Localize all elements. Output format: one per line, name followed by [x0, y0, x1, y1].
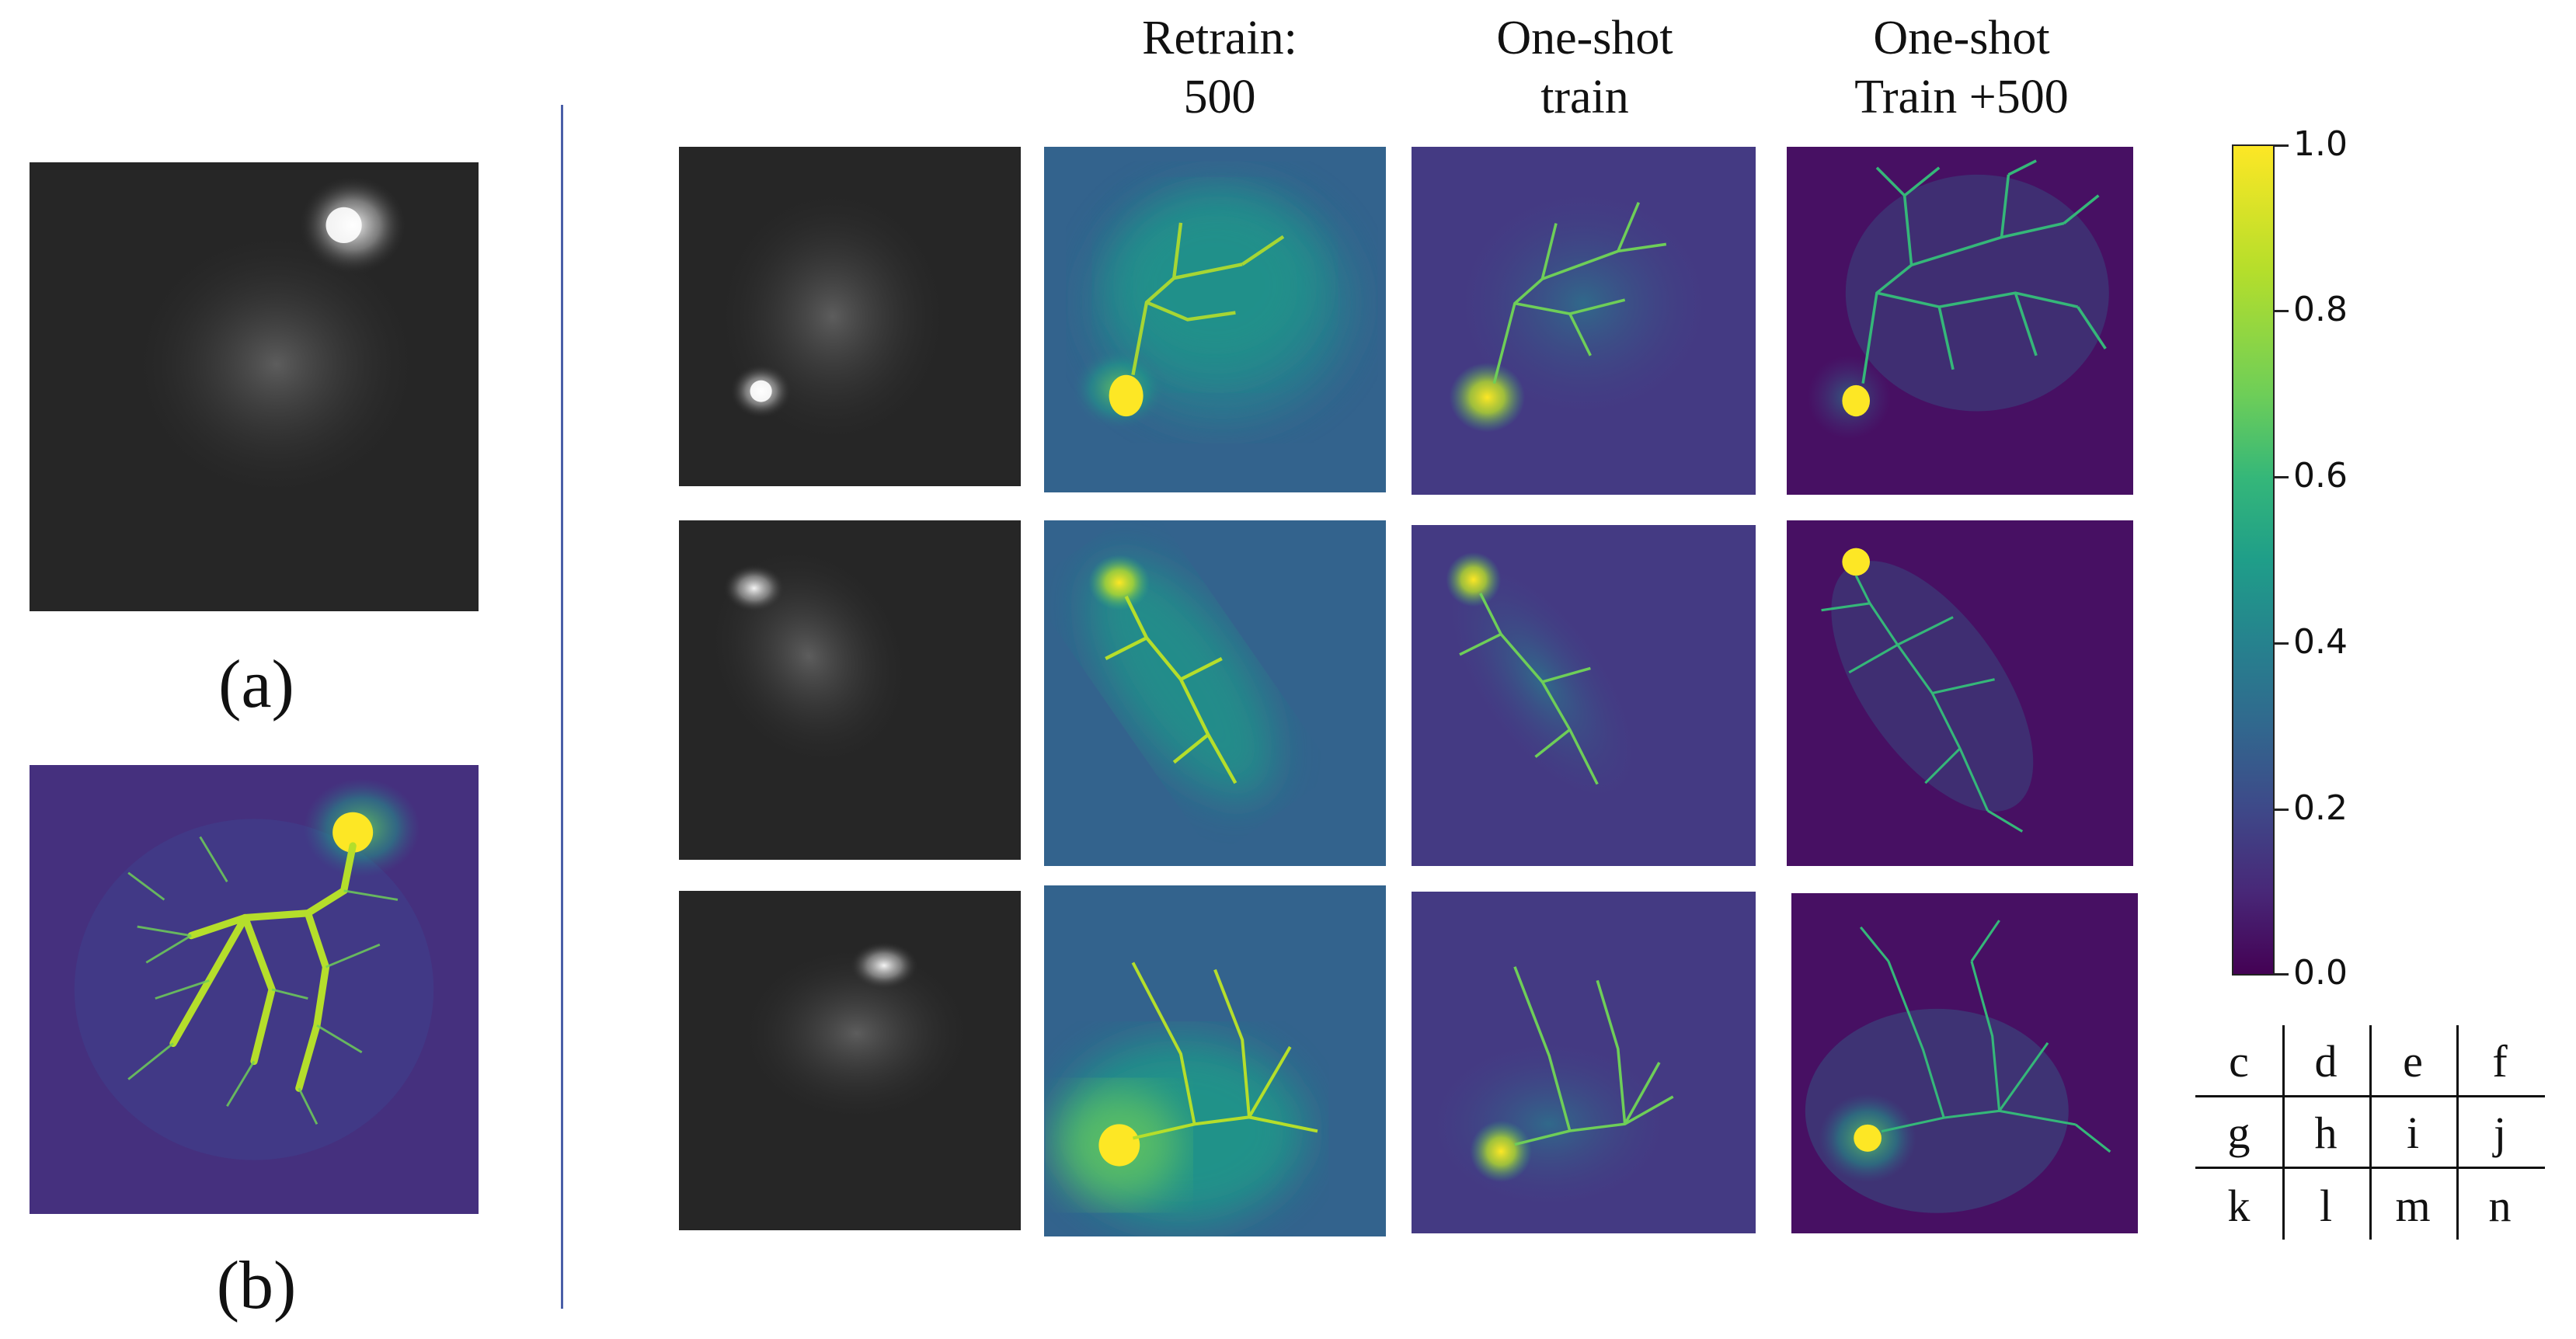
- colorbar-tick-label: 0.4: [2293, 622, 2348, 662]
- panel-legend-grid: c d e f g h i j k l m n: [2195, 1025, 2545, 1240]
- colorbar-tick: [2275, 642, 2289, 645]
- grid-cell: e: [2403, 1036, 2423, 1087]
- colorbar-tick-label: 0.8: [2293, 290, 2348, 329]
- label-b: (b): [216, 1248, 297, 1323]
- grid-vline: [2369, 1025, 2372, 1240]
- panel-f-one-shot-500: [1787, 147, 2133, 495]
- panel-g-speckle: [679, 520, 1021, 860]
- colorbar-tick: [2275, 973, 2289, 976]
- panel-j-one-shot-500: [1787, 520, 2133, 866]
- panel-i-one-shot: [1412, 525, 1756, 866]
- column-header-one-shot-500: One-shot Train +500: [1854, 12, 2069, 123]
- grid-cell: k: [2227, 1181, 2251, 1231]
- panel-l-retrain: [1044, 885, 1386, 1236]
- colorbar-tick: [2275, 144, 2289, 147]
- panel-m-one-shot: [1412, 892, 1756, 1233]
- label-a: (a): [218, 647, 294, 722]
- column-header-one-shot: One-shot train: [1496, 12, 1673, 123]
- colorbar-tick-label: 0.0: [2293, 953, 2348, 993]
- grid-cell: h: [2314, 1108, 2338, 1158]
- panel-a-speckle: [30, 162, 479, 611]
- column-header-retrain: Retrain: 500: [1142, 12, 1297, 123]
- colorbar: [2232, 144, 2275, 976]
- panel-e-one-shot: [1412, 147, 1756, 495]
- colorbar-tick-label: 1.0: [2293, 124, 2348, 164]
- grid-vline: [2282, 1025, 2285, 1240]
- grid-cell: m: [2395, 1181, 2431, 1231]
- colorbar-tick-label: 0.2: [2293, 788, 2348, 828]
- grid-cell: n: [2488, 1181, 2512, 1231]
- colorbar-tick: [2275, 310, 2289, 312]
- grid-cell: j: [2493, 1108, 2507, 1158]
- panel-h-retrain: [1044, 520, 1386, 866]
- panel-b-neuron: [30, 765, 479, 1214]
- colorbar-tick: [2275, 476, 2289, 478]
- section-divider: [561, 105, 563, 1309]
- panel-k-speckle: [679, 891, 1021, 1230]
- grid-cell: d: [2314, 1036, 2338, 1087]
- panel-c-speckle: [679, 147, 1021, 486]
- colorbar-tick-label: 0.6: [2293, 456, 2348, 496]
- grid-vline: [2456, 1025, 2459, 1240]
- panel-d-retrain: [1044, 147, 1386, 492]
- panel-n-one-shot-500: [1791, 893, 2138, 1233]
- colorbar-tick: [2275, 809, 2289, 811]
- grid-cell: g: [2227, 1108, 2251, 1158]
- grid-cell: f: [2492, 1036, 2508, 1087]
- grid-cell: i: [2406, 1108, 2420, 1158]
- grid-cell: l: [2319, 1181, 2333, 1231]
- grid-cell: c: [2229, 1036, 2249, 1087]
